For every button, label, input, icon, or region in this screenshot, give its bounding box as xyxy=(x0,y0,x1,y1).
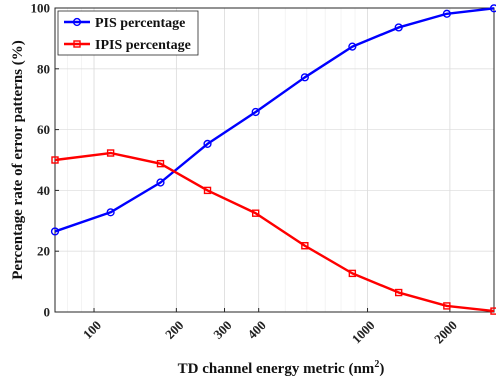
data-point-ipis xyxy=(203,186,212,195)
x-tick-label: 100 xyxy=(80,318,104,342)
data-point-pis xyxy=(394,23,403,32)
data-point-ipis xyxy=(156,159,165,168)
data-point-ipis xyxy=(394,288,403,297)
legend-marker-pis xyxy=(72,17,82,27)
data-point-ipis xyxy=(490,307,496,315)
y-tick-label: 100 xyxy=(31,1,51,16)
data-point-ipis xyxy=(106,149,115,157)
data-point-pis xyxy=(50,227,60,236)
data-point-pis xyxy=(203,139,212,148)
data-point-pis xyxy=(106,208,115,217)
data-point-pis xyxy=(442,9,451,18)
data-point-pis xyxy=(489,4,496,13)
x-tick-label: 2000 xyxy=(431,318,460,347)
series-line-ipis xyxy=(54,151,495,313)
y-tick-label: 80 xyxy=(37,61,50,76)
legend-label-pis: PIS percentage xyxy=(95,16,185,31)
y-tick-label: 40 xyxy=(37,183,50,198)
data-point-pis xyxy=(156,178,165,187)
x-tick-label: 200 xyxy=(162,318,186,342)
data-point-pis xyxy=(251,107,260,117)
y-tick-label: 20 xyxy=(37,244,50,259)
data-point-ipis xyxy=(51,156,59,164)
data-point-ipis xyxy=(301,242,309,250)
x-tick-label: 1000 xyxy=(349,318,378,347)
y-tick-label: 60 xyxy=(37,122,50,137)
data-point-ipis xyxy=(251,209,260,217)
legend-marker-ipis xyxy=(73,40,81,48)
legend-box xyxy=(57,10,199,56)
data-point-ipis xyxy=(348,269,357,278)
x-tick-label: 400 xyxy=(244,318,268,342)
x-axis-label: TD channel energy metric (nm2) xyxy=(178,359,385,377)
series-layer xyxy=(50,4,496,315)
legend-label-ipis: IPIS percentage xyxy=(95,38,191,53)
series-line-pis xyxy=(54,7,495,233)
y-axis-label: Percentage rate of error patterns (%) xyxy=(10,40,26,279)
y-tick-label: 0 xyxy=(44,305,51,320)
x-tick-label: 300 xyxy=(210,318,234,342)
data-point-pis xyxy=(348,42,357,51)
data-point-ipis xyxy=(443,302,451,310)
legend: PIS percentage IPIS percentage xyxy=(57,10,199,56)
data-point-pis xyxy=(300,73,309,82)
